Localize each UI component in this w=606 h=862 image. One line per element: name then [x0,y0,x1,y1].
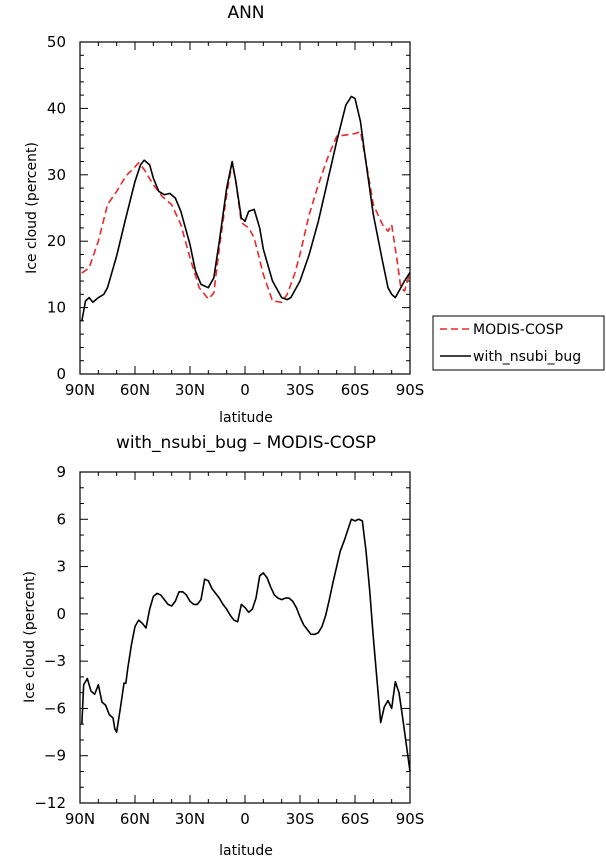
x-tick-label: 90S [396,381,425,399]
x-tick-label: 60S [341,810,370,828]
bottom-panel: with_nsubi_bug – MODIS-COSP Ice cloud (p… [22,433,424,859]
top-axes: 90N 60N 30N 0 30S 60S 90S 0 10 20 30 40 50 [47,33,424,399]
y-tick-label: 40 [47,99,66,117]
y-tick-label: 0 [56,605,66,623]
x-tick-label: 30S [286,810,315,828]
y-tick-label: 6 [56,510,66,528]
bottom-x-axis-label: latitude [219,843,273,859]
legend: MODIS-COSP with_nsubi_bug [432,315,605,371]
y-tick-label: 9 [56,463,66,481]
top-y-axis-label: Ice cloud (percent) [24,142,40,274]
x-tick-label: 90N [65,810,95,828]
bottom-axes: 90N 60N 30N 0 30S 60S 90S −12 −9 −6 −3 0 3 6 9 [34,463,424,828]
y-tick-label: −12 [34,794,66,812]
bottom-chart-title: with_nsubi_bug – MODIS-COSP [116,433,376,453]
x-tick-label: 60S [341,381,370,399]
y-tick-label: 3 [56,558,66,576]
x-tick-label: 30N [175,810,205,828]
x-tick-label: 90S [396,810,425,828]
x-tick-label: 0 [240,381,250,399]
y-tick-label: −9 [44,747,66,765]
x-tick-label: 90N [65,381,95,399]
top-x-axis-label: latitude [219,410,273,426]
series-line-with-nsubi-bug [81,95,411,322]
legend-label-with-nsubi-bug: with_nsubi_bug [473,349,581,365]
series-line-difference [81,518,411,772]
top-series [81,95,411,322]
y-tick-label: 50 [47,33,66,51]
bottom-y-axis-label: Ice cloud (percent) [22,571,38,703]
plot-frame [79,41,411,375]
top-panel: ANN Ice cloud (percent) latitude 90N 60N 3… [24,3,605,426]
y-tick-label: 0 [56,365,66,383]
x-tick-label: 30S [286,381,315,399]
x-tick-label: 60N [120,381,150,399]
plot-frame [79,471,411,804]
y-tick-label: 10 [47,299,66,317]
legend-label-modis-cosp: MODIS-COSP [473,322,563,338]
x-tick-label: 30N [175,381,205,399]
top-chart-title: ANN [227,3,264,23]
legend-box [432,315,605,371]
x-tick-label: 0 [240,810,250,828]
y-tick-label: 20 [47,232,66,250]
bottom-series [81,518,411,772]
x-tick-label: 60N [120,810,150,828]
y-tick-label: −3 [44,652,66,670]
y-tick-label: −6 [44,699,66,717]
y-tick-label: 30 [47,166,66,184]
